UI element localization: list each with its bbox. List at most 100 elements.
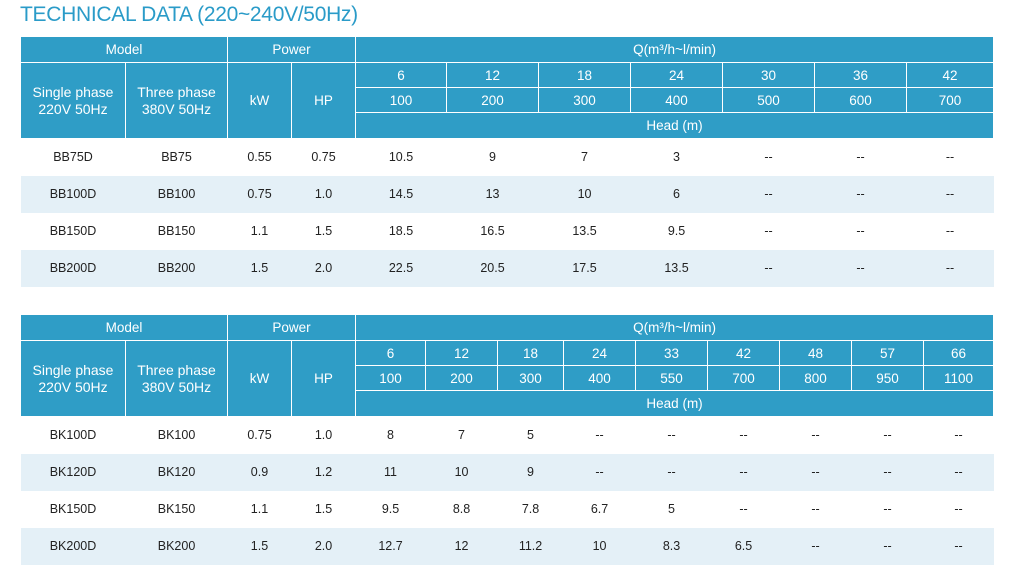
table-row: BK120D BK120 0.9 1.2 11 10 9 -- -- -- -- -- -- — [20, 453, 994, 491]
power-kw-cell: 0.75 — [227, 175, 292, 213]
head-cell: 14.5 — [355, 175, 447, 213]
head-cell: -- — [906, 249, 994, 287]
head-cell: -- — [563, 453, 636, 491]
head-cell: -- — [739, 428, 748, 443]
head-cell: -- — [851, 527, 924, 565]
model-single-cell: BK120D — [20, 453, 126, 491]
flow-m3h-cell: 30 — [722, 62, 816, 88]
power-kw-cell: 1.5 — [227, 249, 292, 287]
model-header: Model — [20, 36, 228, 63]
flow-lmin-cell: 1100 — [923, 365, 995, 391]
table-row: BB100D BB100 0.75 1.0 14.5 13 10 6 -- -- -- — [20, 175, 994, 213]
model-single-cell: BB100D — [20, 175, 126, 213]
power-hp-cell: 0.75 — [311, 150, 336, 165]
model-single-cell: BK100D — [49, 428, 97, 443]
head-cell: -- — [764, 150, 773, 165]
head-cell: -- — [923, 453, 994, 491]
head-cell: 6.5 — [707, 527, 780, 565]
model-three-cell: BB75 — [161, 150, 192, 165]
model-three-cell: BK120 — [125, 453, 228, 491]
flow-lmin-cell: 700 — [906, 87, 995, 113]
flow-lmin-cell: 400 — [630, 87, 724, 113]
head-cell: -- — [883, 502, 892, 516]
head-cell: 13 — [446, 175, 539, 213]
head-cell: -- — [779, 527, 852, 565]
head-cell: 17.5 — [538, 249, 631, 287]
head-cell: -- — [595, 428, 604, 443]
table-row: BK200D BK200 1.5 2.0 12.7 12 11.2 10 8.3 6.5 -- -- -… — [20, 527, 994, 565]
flow-m3h-cell: 24 — [563, 340, 637, 366]
flow-lmin-cell: 200 — [446, 87, 540, 113]
power-kw-cell: 1.5 — [227, 527, 292, 565]
head-cell: -- — [722, 249, 815, 287]
head-cell: 12.7 — [355, 527, 426, 565]
head-cell: -- — [856, 224, 865, 238]
power-header: Power — [226, 314, 357, 341]
head-cell: -- — [906, 175, 994, 213]
flow-m3h-cell: 42 — [906, 62, 995, 88]
head-cell: -- — [764, 224, 773, 238]
flow-m3h-cell: 66 — [923, 340, 995, 366]
head-cell: -- — [739, 502, 748, 516]
head-cell: 3 — [673, 150, 680, 165]
head-cell: 10 — [425, 453, 498, 491]
model-three-cell: BK100 — [157, 428, 196, 443]
flow-lmin-cell: 550 — [635, 365, 709, 391]
kw-header: kW — [227, 340, 292, 417]
power-kw-cell: 1.1 — [250, 502, 269, 516]
head-cell: -- — [707, 453, 780, 491]
flow-m3h-cell: 18 — [538, 62, 632, 88]
head-cell: -- — [851, 453, 924, 491]
flow-lmin-cell: 500 — [722, 87, 816, 113]
table-row: BK100D BK100 0.75 1.0 8 7 5 -- -- -- -- -- -- — [21, 417, 994, 454]
head-cell: 9.5 — [667, 224, 686, 238]
head-cell: 10 — [563, 527, 636, 565]
head-cell: 13.5 — [630, 249, 723, 287]
flow-m3h-cell: 57 — [851, 340, 925, 366]
kw-header: kW — [227, 62, 292, 139]
head-cell: -- — [814, 175, 907, 213]
model-header: Model — [20, 314, 228, 341]
power-hp-cell: 1.2 — [291, 453, 356, 491]
head-cell: 8.8 — [452, 502, 471, 516]
model-single-cell: BK200D — [20, 527, 126, 565]
table-body: BK100D BK100 0.75 1.0 8 7 5 -- -- -- -- -- -- BK120D B… — [20, 417, 994, 565]
head-cell: -- — [811, 428, 820, 443]
power-hp-cell: 2.0 — [291, 249, 356, 287]
flow-header: Q(m³/h~l/min) — [355, 36, 995, 63]
power-kw-cell: 0.55 — [247, 150, 272, 165]
head-cell: -- — [856, 150, 865, 165]
single-phase-header: Single phase 220V 50Hz — [20, 62, 126, 139]
head-cell: 10.5 — [388, 150, 414, 165]
head-cell: -- — [945, 224, 955, 238]
head-header: Head (m) — [355, 112, 995, 139]
model-three-cell: BK200 — [125, 527, 228, 565]
flow-m3h-cell: 18 — [497, 340, 565, 366]
model-three-cell: BB100 — [125, 175, 228, 213]
head-cell: 11 — [355, 453, 426, 491]
head-cell: -- — [811, 502, 820, 516]
model-three-cell: BB150 — [157, 224, 196, 238]
head-cell: -- — [954, 428, 963, 443]
technical-data-table-bb: Model Power Q(m³/h~l/min) Single phase 2… — [20, 36, 995, 287]
power-hp-cell: 1.0 — [291, 175, 356, 213]
table-row: BB75D BB75 0.55 0.75 10.5 9 7 3 -- -- -- — [21, 139, 994, 176]
flow-lmin-cell: 100 — [355, 365, 427, 391]
head-cell: -- — [945, 150, 955, 165]
table-body: BB75D BB75 0.55 0.75 10.5 9 7 3 -- -- -- BB100D BB10… — [20, 139, 994, 287]
head-cell: 7.8 — [521, 502, 540, 516]
head-cell: 18.5 — [388, 224, 414, 238]
head-cell: 8 — [387, 428, 394, 443]
power-kw-cell: 1.1 — [250, 224, 269, 238]
power-kw-cell: 0.75 — [247, 428, 272, 443]
three-phase-header: Three phase 380V 50Hz — [125, 340, 228, 417]
flow-lmin-cell: 300 — [497, 365, 565, 391]
head-cell: -- — [667, 428, 676, 443]
head-cell: 6.7 — [590, 502, 609, 516]
flow-m3h-cell: 24 — [630, 62, 724, 88]
head-header: Head (m) — [355, 390, 995, 417]
table-row: BB150D BB150 1.1 1.5 18.5 16.5 13.5 9.5 -- -- -- — [21, 213, 994, 250]
head-cell: 6 — [630, 175, 723, 213]
flow-m3h-cell: 6 — [355, 340, 427, 366]
flow-m3h-cell: 36 — [814, 62, 908, 88]
